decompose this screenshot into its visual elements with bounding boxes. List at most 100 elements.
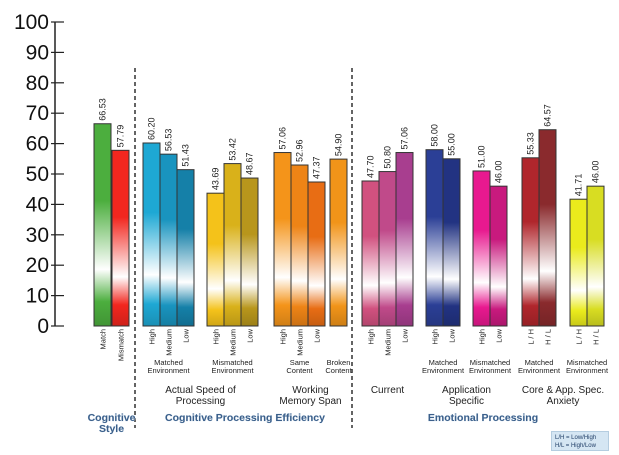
bar-value-label: 64.57	[543, 104, 553, 127]
separators	[134, 68, 353, 428]
bar-value-label: 47.37	[312, 156, 322, 179]
bar-category-label: Medium	[165, 329, 174, 356]
bar-value-label: 50.80	[383, 146, 393, 169]
bar-value-label: 57.79	[116, 125, 126, 148]
bar-value-label: 55.33	[526, 132, 536, 155]
subgroup-label: Mismatched	[567, 358, 607, 367]
bar	[176, 169, 195, 327]
bar-category-label: High	[478, 329, 487, 344]
bar	[273, 152, 292, 327]
y-tick-label: 10	[26, 285, 49, 308]
subgroup-label: Environment	[518, 366, 561, 375]
bar-category-label: Low	[313, 328, 322, 342]
legend-note-line-1: L/H = Low/High	[555, 435, 597, 441]
bar-category-label: H / L	[592, 329, 601, 345]
bar-value-label: 58.00	[430, 124, 440, 147]
bar-value-label: 47.70	[366, 155, 376, 178]
group-label: Core & App. Spec.	[522, 385, 604, 396]
subgroup-label: Matched	[154, 358, 183, 367]
y-axis: 0 10 20 30 40 50 60 70 80 90 100	[14, 11, 64, 338]
category-label: Emotional Processing	[428, 412, 538, 424]
bar-category-label: High	[148, 329, 157, 344]
bar	[361, 180, 380, 327]
y-tick-label: 90	[26, 41, 49, 64]
y-tick-label: 40	[26, 193, 49, 216]
subgroup-label: Content	[286, 366, 313, 375]
bar-value-label: 52.96	[295, 139, 305, 162]
bar-category-label: Medium	[384, 329, 393, 356]
bar	[378, 171, 397, 327]
bar-category-label: H / L	[544, 329, 553, 345]
bar	[329, 158, 348, 327]
bar-category-label: High	[279, 329, 288, 344]
group-labels: MatchedEnvironmentMismatchedEnvironmentS…	[87, 358, 609, 435]
bar-value-label: 48.67	[245, 153, 255, 176]
y-tick-label: 70	[26, 102, 49, 125]
y-tick-label: 100	[14, 11, 49, 34]
subgroup-label: Matched	[429, 358, 458, 367]
bar-value-label: 57.06	[400, 127, 410, 150]
bar-category-label: Medium	[229, 329, 238, 356]
bar	[111, 149, 130, 327]
bar	[93, 123, 112, 327]
bar-value-label: 51.00	[477, 145, 487, 168]
subgroup-label: Mismatched	[470, 358, 510, 367]
subgroup-label: Content	[325, 366, 352, 375]
group-label: Memory Span	[279, 396, 341, 407]
bar-value-label: 56.53	[164, 129, 174, 152]
legend-note-line-2: H/L = High/Low	[555, 443, 596, 449]
bar-category-label: Low	[246, 328, 255, 342]
y-tick-label: 50	[26, 163, 49, 186]
y-tick-label: 80	[26, 72, 49, 95]
bar	[142, 142, 161, 327]
bar-category-label: Mismatch	[117, 329, 126, 361]
bar-value-label: 46.00	[494, 161, 504, 184]
bar-category-label: Low	[495, 328, 504, 342]
bar-category-label: Low	[401, 328, 410, 342]
bars	[93, 123, 605, 327]
y-tick-label: 60	[26, 133, 49, 156]
bar	[521, 157, 540, 327]
category-label: Style	[99, 423, 124, 435]
bar	[569, 198, 588, 327]
group-label: Actual Speed of	[165, 385, 236, 396]
group-label: Working	[292, 385, 329, 396]
bar-value-label: 51.43	[181, 144, 191, 167]
bar	[206, 192, 225, 327]
y-tick-label: 20	[26, 254, 49, 277]
bar-category-label: L / H	[575, 329, 584, 345]
bar	[290, 164, 309, 327]
subgroup-label: Mismatched	[212, 358, 252, 367]
bar-category-label: Match	[99, 329, 108, 349]
bar-value-label: 66.53	[98, 98, 108, 121]
bar-value-label: 54.90	[334, 134, 344, 157]
bar-category-label: Low	[182, 328, 191, 342]
subgroup-label: Broken	[327, 358, 351, 367]
subgroup-label: Environment	[147, 366, 190, 375]
bar	[442, 158, 461, 327]
category-label: Cognitive Processing Efficiency	[165, 412, 325, 424]
bar	[223, 163, 242, 327]
bar	[472, 170, 491, 327]
bar	[307, 181, 326, 327]
group-label: Anxiety	[547, 396, 580, 407]
bar-value-label: 41.71	[574, 174, 584, 197]
bar	[586, 185, 605, 327]
bar	[159, 153, 178, 327]
bar	[538, 129, 557, 327]
bar	[395, 152, 414, 327]
group-label: Specific	[449, 396, 484, 407]
bar-value-label: 55.00	[447, 133, 457, 156]
bar-category-label: High	[431, 329, 440, 344]
bar-value-label: 43.69	[211, 168, 221, 191]
bar-value-label: 57.06	[278, 127, 288, 150]
category-label: Cognitive	[88, 412, 136, 424]
bar	[425, 149, 444, 327]
subgroup-label: Environment	[566, 366, 609, 375]
subgroup-label: Environment	[211, 366, 254, 375]
bar-value-label: 46.00	[591, 161, 601, 184]
bar-value-label: 53.42	[228, 138, 238, 161]
y-tick-label: 30	[26, 224, 49, 247]
legend-note: L/H = Low/High H/L = High/Low	[551, 431, 609, 451]
